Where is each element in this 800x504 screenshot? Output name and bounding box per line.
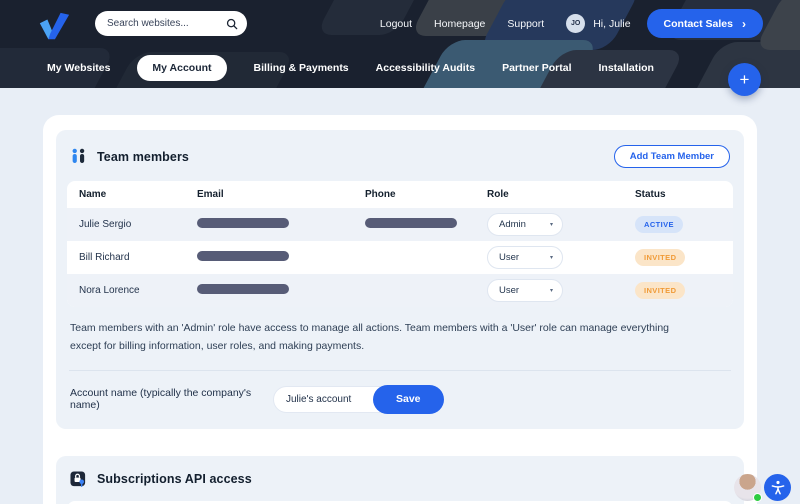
search-placeholder: Search websites...	[107, 18, 189, 29]
chevron-down-icon: ▾	[549, 288, 553, 294]
add-team-member-button[interactable]: Add Team Member	[613, 145, 730, 168]
team-members-card: Team members Add Team Member Name Email …	[56, 130, 744, 429]
avatar[interactable]: JO	[566, 14, 586, 33]
main-nav: My Websites My Account Billing & Payment…	[0, 47, 800, 88]
account-name-input-group: Save	[273, 384, 444, 414]
search-icon	[226, 18, 238, 30]
subscriptions-api-card: Subscriptions API access	[56, 455, 744, 504]
top-header: Search websites... Logout Homepage Suppo…	[0, 0, 800, 88]
table-row: Julie Sergio Admin ▾ ACTIVE	[67, 208, 733, 241]
subscriptions-api-body	[67, 500, 733, 504]
team-table: Name Email Phone Role Status Julie Sergi…	[67, 181, 733, 307]
chevron-down-icon: ▾	[549, 255, 553, 261]
header-top-row: Search websites... Logout Homepage Suppo…	[0, 0, 800, 47]
redacted-email	[197, 284, 289, 294]
logout-link[interactable]: Logout	[379, 17, 413, 30]
add-fab-button[interactable]: +	[728, 63, 761, 96]
member-name: Nora Lorence	[79, 285, 140, 296]
support-agent-avatar[interactable]	[734, 474, 762, 502]
table-row: Bill Richard User ▾ INVITED	[67, 241, 733, 274]
section-title-team-members: Team members	[97, 149, 189, 164]
column-role: Role	[487, 189, 509, 200]
column-status: Status	[635, 189, 666, 200]
chevron-down-icon: ▾	[549, 222, 553, 228]
api-key-icon	[70, 471, 87, 488]
page-content: Team members Add Team Member Name Email …	[0, 115, 800, 504]
online-status-dot	[753, 493, 762, 502]
status-badge: INVITED	[635, 282, 686, 299]
tab-partner-portal[interactable]: Partner Portal	[502, 61, 572, 74]
member-name: Bill Richard	[79, 252, 130, 263]
account-name-row: Account name (typically the company's na…	[70, 384, 730, 414]
account-name-input[interactable]	[274, 393, 374, 405]
header-links: Logout Homepage Support	[380, 18, 544, 30]
tab-accessibility-audits[interactable]: Accessibility Audits	[375, 61, 476, 74]
homepage-link[interactable]: Homepage	[434, 17, 486, 30]
chevron-right-icon: ›	[742, 16, 746, 31]
greeting-text: Hi, Julie	[593, 17, 631, 30]
search-websites-input[interactable]: Search websites...	[95, 11, 247, 36]
support-link[interactable]: Support	[507, 17, 545, 30]
column-name: Name	[79, 189, 107, 200]
redacted-email	[197, 218, 289, 228]
table-row: Nora Lorence User ▾ INVITED	[67, 274, 733, 307]
redacted-email	[197, 251, 289, 261]
table-header-row: Name Email Phone Role Status	[67, 181, 733, 208]
contact-sales-label: Contact Sales	[663, 17, 733, 30]
status-badge: INVITED	[635, 249, 686, 266]
section-title-subscriptions-api: Subscriptions API access	[97, 472, 252, 487]
tab-installation[interactable]: Installation	[598, 61, 654, 74]
member-name: Julie Sergio	[79, 219, 132, 230]
floating-widgets	[734, 474, 791, 502]
roles-explanation-text: Team members with an 'Admin' role have a…	[70, 322, 670, 352]
team-icon	[70, 148, 87, 165]
status-badge: ACTIVE	[635, 216, 683, 233]
accessibility-widget-button[interactable]	[764, 474, 791, 501]
column-phone: Phone	[365, 189, 396, 200]
accessibility-person-icon	[769, 479, 787, 497]
account-panel: Team members Add Team Member Name Email …	[43, 115, 757, 504]
role-select[interactable]: User ▾	[487, 246, 563, 269]
save-button[interactable]: Save	[373, 384, 444, 414]
subscriptions-card-header: Subscriptions API access	[70, 471, 730, 488]
role-select[interactable]: Admin ▾	[487, 213, 563, 236]
brand-logo[interactable]	[37, 12, 71, 42]
column-email: Email	[197, 189, 224, 200]
tab-my-account[interactable]: My Account	[137, 54, 227, 81]
divider	[69, 369, 731, 371]
tab-billing-payments[interactable]: Billing & Payments	[253, 61, 349, 74]
tab-my-websites[interactable]: My Websites	[47, 61, 111, 74]
redacted-phone	[365, 218, 457, 228]
team-card-header: Team members Add Team Member	[70, 145, 730, 168]
role-select[interactable]: User ▾	[487, 279, 563, 302]
account-name-label: Account name (typically the company's na…	[70, 387, 252, 412]
contact-sales-button[interactable]: Contact Sales ›	[646, 9, 763, 38]
user-info: JO Hi, Julie	[566, 14, 631, 33]
